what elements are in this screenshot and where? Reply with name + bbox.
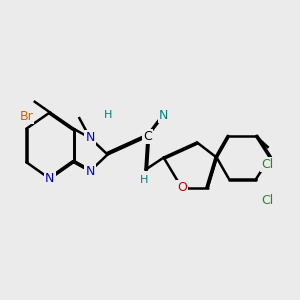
Text: Br: Br <box>20 110 33 123</box>
Text: N: N <box>159 109 168 122</box>
Text: O: O <box>177 182 187 194</box>
Text: Cl: Cl <box>262 158 274 171</box>
Text: C: C <box>143 130 152 143</box>
Text: N: N <box>85 131 94 144</box>
Text: Cl: Cl <box>262 194 274 207</box>
Text: H: H <box>104 110 112 119</box>
Text: H: H <box>140 175 148 185</box>
Text: N: N <box>85 165 94 178</box>
Text: N: N <box>45 172 55 185</box>
